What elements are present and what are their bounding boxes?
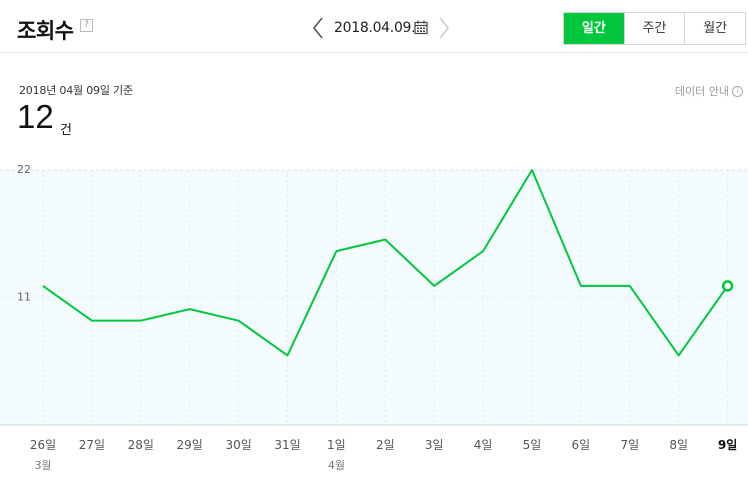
data-guide-label: 데이터 안내	[674, 85, 729, 98]
basis-date: 2018년 04월 09일 기준	[19, 84, 133, 97]
x-tick-label: 5일	[523, 438, 542, 452]
x-tick-label: 30일	[225, 438, 251, 452]
x-tick-label: 29일	[177, 438, 203, 452]
header-bar: 조회수 ? 2018.04.09. 일간 주간 월간	[0, 0, 748, 53]
x-tick-label: 31일	[274, 438, 300, 452]
data-guide-link[interactable]: 데이터 안내 i	[675, 83, 743, 99]
y-tick-label: 22	[17, 163, 31, 176]
period-tabs: 일간 주간 월간	[563, 12, 746, 45]
views-line-chart: 22 11 26일 27일 28일 29일 30일 31일 1일 2일 3일 4일 5일 6일 7일 8일 9일…	[0, 163, 748, 472]
x-tick-label: 7일	[620, 438, 639, 452]
calendar-icon[interactable]	[414, 20, 428, 35]
help-icon[interactable]: ?	[80, 19, 93, 32]
chevron-left-icon[interactable]	[310, 14, 328, 42]
x-tick-label: 9일	[718, 438, 737, 452]
view-count: 12	[17, 98, 54, 135]
y-tick-label: 11	[17, 291, 31, 304]
x-tick-label: 8일	[669, 438, 688, 452]
info-icon: i	[732, 85, 743, 97]
tab-weekly[interactable]: 주간	[623, 13, 685, 44]
count-unit: 건	[60, 123, 72, 138]
current-date: 2018.04.09.	[334, 20, 416, 36]
tab-daily[interactable]: 일간	[564, 13, 624, 44]
page-title: 조회수	[17, 19, 74, 43]
x-tick-label: 2일	[376, 438, 395, 452]
tab-monthly[interactable]: 월간	[684, 13, 745, 44]
x-tick-label: 26일	[30, 438, 56, 452]
x-month-label: 3월	[34, 459, 51, 472]
x-tick-label: 28일	[128, 438, 154, 452]
x-tick-label: 6일	[572, 438, 591, 452]
x-tick-label: 4일	[474, 438, 493, 452]
x-tick-label: 3일	[425, 438, 444, 452]
data-point-highlight	[721, 280, 734, 292]
x-tick-label: 27일	[79, 438, 105, 452]
x-tick-label: 1일	[327, 438, 346, 452]
x-month-label: 4월	[328, 459, 345, 472]
chevron-right-icon[interactable]	[434, 14, 452, 42]
